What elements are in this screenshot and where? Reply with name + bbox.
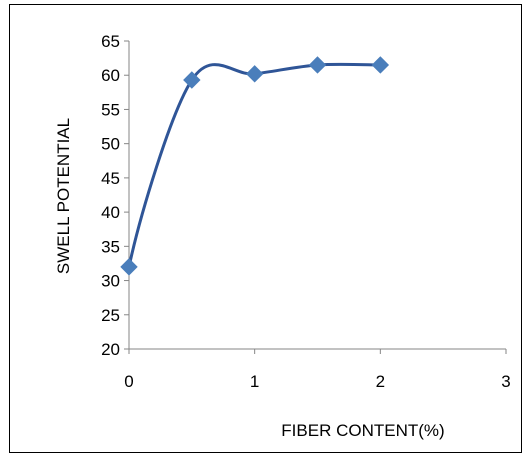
x-tick-label: 0 bbox=[124, 372, 133, 391]
axes bbox=[124, 40, 507, 354]
data-point bbox=[308, 56, 327, 74]
data-point bbox=[371, 56, 390, 74]
y-tick-label: 65 bbox=[101, 32, 120, 51]
y-tick-label: 35 bbox=[101, 237, 120, 256]
y-tick-label: 50 bbox=[101, 135, 120, 154]
data-point bbox=[245, 65, 264, 83]
x-tick-label: 2 bbox=[376, 372, 385, 391]
x-axis-title: FIBER CONTENT(%) bbox=[281, 421, 444, 440]
data-points bbox=[120, 56, 390, 276]
y-tick-label: 25 bbox=[101, 306, 120, 325]
y-tick-label: 40 bbox=[101, 203, 120, 222]
y-tick-label: 20 bbox=[101, 340, 120, 359]
y-axis-title: SWELL POTENTIAL bbox=[54, 118, 73, 274]
y-tick-label: 55 bbox=[101, 100, 120, 119]
y-tick-label: 60 bbox=[101, 66, 120, 85]
data-point bbox=[120, 258, 138, 276]
chart-frame bbox=[9, 4, 522, 453]
x-tick-label: 1 bbox=[250, 372, 259, 391]
data-point bbox=[183, 71, 201, 89]
x-tick-label: 3 bbox=[501, 372, 510, 391]
tick-labels: 20 25 30 35 40 45 50 55 60 65 0 1 2 3 bbox=[101, 32, 511, 391]
trendline-layer bbox=[127, 62, 381, 268]
y-tick-label: 45 bbox=[101, 169, 120, 188]
y-tick-label: 30 bbox=[101, 272, 120, 291]
series-0-trendline bbox=[127, 62, 381, 268]
